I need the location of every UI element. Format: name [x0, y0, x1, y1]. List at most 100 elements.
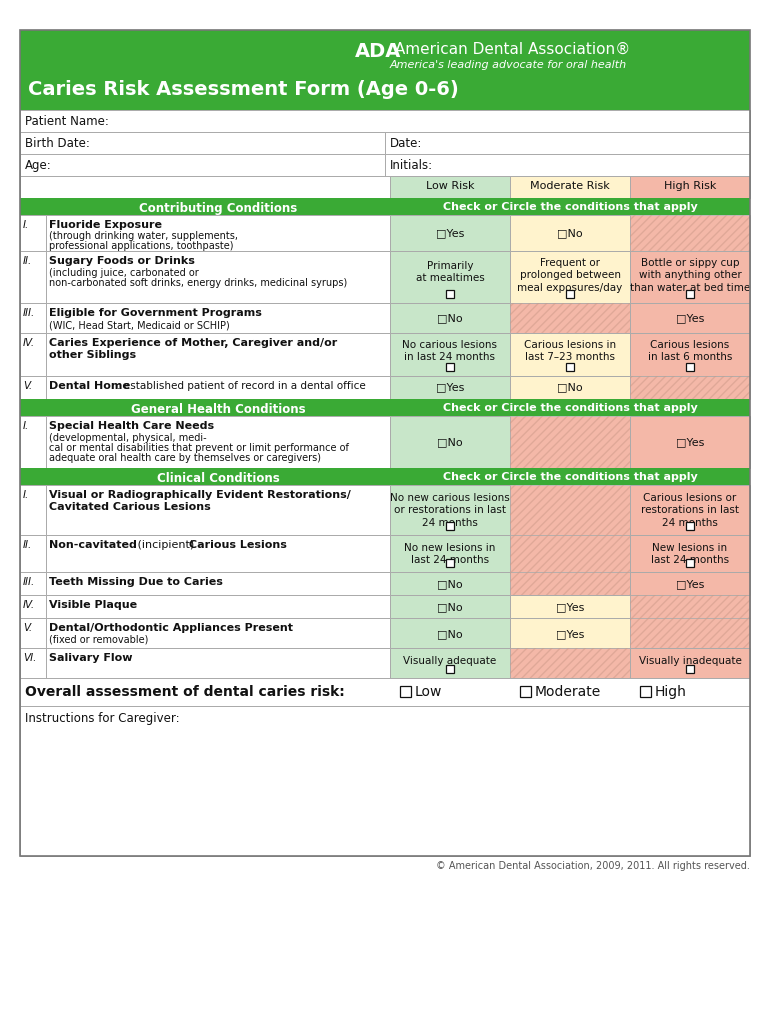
Text: □Yes: □Yes [436, 228, 464, 238]
Bar [46, 376, 390, 399]
Bar [446, 362, 454, 371]
Text: □No: □No [557, 228, 583, 238]
Bar [630, 251, 750, 303]
Bar [390, 535, 510, 572]
Bar [510, 618, 630, 648]
Bar [46, 333, 390, 376]
Text: □No: □No [437, 313, 463, 323]
Bar [46, 595, 390, 618]
Text: Low Risk: Low Risk [426, 181, 474, 191]
Text: Moderate: Moderate [535, 685, 601, 699]
Bar [20, 535, 46, 572]
Text: non-carbonated soft drinks, energy drinks, medicinal syrups): non-carbonated soft drinks, energy drink… [49, 278, 347, 288]
Text: III.: III. [23, 577, 35, 587]
Bar [20, 485, 46, 535]
Bar [686, 290, 694, 298]
Bar [630, 595, 750, 618]
Text: New lesions in
last 24 months: New lesions in last 24 months [651, 543, 729, 565]
Bar [390, 376, 510, 399]
Text: Sugary Foods or Drinks: Sugary Foods or Drinks [49, 256, 195, 266]
Bar [510, 333, 630, 376]
Bar [510, 648, 630, 678]
Bar [446, 559, 454, 567]
Bar [20, 706, 750, 856]
Text: Teeth Missing Due to Caries: Teeth Missing Due to Caries [49, 577, 223, 587]
Bar [510, 485, 630, 535]
Bar [20, 333, 46, 376]
Bar [640, 686, 651, 697]
Bar [390, 572, 510, 595]
Text: other Siblings: other Siblings [49, 350, 136, 360]
Bar [630, 648, 750, 678]
Bar [390, 595, 510, 618]
Text: Check or Circle the conditions that apply: Check or Circle the conditions that appl… [443, 403, 698, 413]
Bar [630, 618, 750, 648]
Bar [630, 595, 750, 618]
Bar [566, 290, 574, 298]
Bar [630, 416, 750, 468]
Bar [630, 303, 750, 333]
Bar [686, 559, 694, 567]
Text: Carious Lesions: Carious Lesions [189, 540, 287, 550]
Text: Carious lesions in
last 7–23 months: Carious lesions in last 7–23 months [524, 340, 616, 362]
Text: ADA: ADA [355, 42, 401, 61]
Text: (developmental, physical, medi-: (developmental, physical, medi- [49, 433, 206, 443]
Text: High: High [655, 685, 687, 699]
Text: cal or mental disabilities that prevent or limit performance of: cal or mental disabilities that prevent … [49, 443, 349, 453]
Text: (incipient): (incipient) [134, 540, 198, 550]
Text: II.: II. [23, 256, 32, 266]
Text: Dental/Orthodontic Appliances Present: Dental/Orthodontic Appliances Present [49, 623, 293, 633]
Bar [510, 416, 630, 468]
Bar [630, 572, 750, 595]
Bar [510, 572, 630, 595]
Text: Primarily
at mealtimes: Primarily at mealtimes [416, 261, 484, 284]
Text: Carious lesions or
restorations in last
24 months: Carious lesions or restorations in last … [641, 493, 739, 527]
Bar [630, 333, 750, 376]
Bar [20, 399, 750, 416]
Bar [686, 362, 694, 371]
Text: Caries Risk Assessment Form (Age 0-6): Caries Risk Assessment Form (Age 0-6) [28, 80, 459, 99]
Text: Low: Low [415, 685, 443, 699]
Bar [390, 648, 510, 678]
Text: □Yes: □Yes [556, 602, 584, 612]
Bar [20, 572, 46, 595]
Text: No carious lesions
in last 24 months: No carious lesions in last 24 months [403, 340, 497, 362]
Text: © American Dental Association, 2009, 2011. All rights reserved.: © American Dental Association, 2009, 201… [436, 861, 750, 871]
Bar [20, 416, 46, 468]
Bar [390, 416, 510, 468]
Bar [20, 618, 46, 648]
Text: Bottle or sippy cup
with anything other
than water at bed time: Bottle or sippy cup with anything other … [630, 258, 750, 293]
Bar [390, 176, 510, 198]
Text: Check or Circle the conditions that apply: Check or Circle the conditions that appl… [443, 202, 698, 212]
Text: (through drinking water, supplements,: (through drinking water, supplements, [49, 231, 238, 241]
Text: Fluoride Exposure: Fluoride Exposure [49, 220, 162, 230]
Bar [686, 665, 694, 673]
Text: American Dental Association®: American Dental Association® [390, 42, 631, 57]
Bar [385, 154, 750, 176]
Bar [630, 376, 750, 399]
Text: adequate oral health care by themselves or caregivers): adequate oral health care by themselves … [49, 453, 321, 463]
Bar [20, 30, 750, 110]
Text: □Yes: □Yes [676, 579, 705, 589]
Text: I.: I. [23, 421, 29, 431]
Text: □Yes: □Yes [436, 382, 464, 392]
Text: Clinical Conditions: Clinical Conditions [156, 472, 280, 485]
Bar [630, 215, 750, 251]
Bar [510, 215, 630, 251]
Bar [20, 154, 385, 176]
Bar [20, 30, 750, 856]
Text: Carious lesions
in last 6 months: Carious lesions in last 6 months [648, 340, 732, 362]
Bar [510, 595, 630, 618]
Text: Moderate Risk: Moderate Risk [530, 181, 610, 191]
Text: Initials:: Initials: [390, 159, 433, 172]
Bar [390, 215, 510, 251]
Text: Age:: Age: [25, 159, 52, 172]
Text: Contributing Conditions: Contributing Conditions [139, 202, 297, 215]
Bar [46, 303, 390, 333]
Bar [566, 362, 574, 371]
Bar [46, 618, 390, 648]
Text: professional applications, toothpaste): professional applications, toothpaste) [49, 241, 233, 251]
Text: (fixed or removable): (fixed or removable) [49, 635, 149, 645]
Text: □No: □No [437, 602, 463, 612]
Text: Birth Date:: Birth Date: [25, 137, 90, 150]
